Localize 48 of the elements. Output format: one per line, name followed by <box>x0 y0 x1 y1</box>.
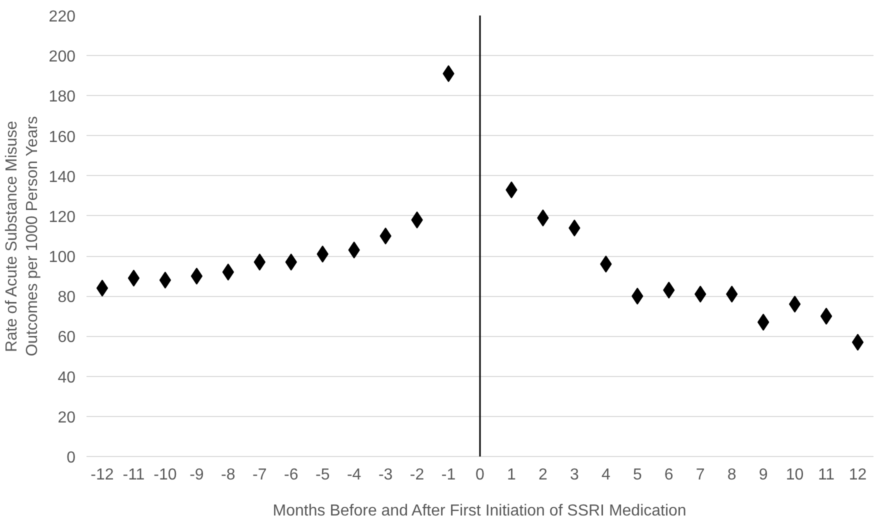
y-tick-label: 160 <box>48 128 76 146</box>
point <box>788 296 801 313</box>
x-tick-label: 4 <box>601 466 610 484</box>
x-tick-label: 1 <box>507 466 516 484</box>
x-axis-title: Months Before and After First Initiation of SSRI Medication <box>272 502 686 520</box>
x-tick-label: 12 <box>848 466 867 484</box>
x-tick-label: -8 <box>221 466 236 484</box>
y-tick-label: 140 <box>48 168 76 186</box>
y-tick-label: 0 <box>66 450 76 466</box>
point <box>820 308 832 325</box>
x-tick-label: -2 <box>410 466 424 484</box>
x-tick-label: 10 <box>786 466 804 484</box>
y-tick-label: 220 <box>48 8 76 26</box>
x-tick-label: -12 <box>90 466 114 484</box>
x-tick-label: 8 <box>727 466 736 484</box>
x-tick-label: 6 <box>664 466 674 484</box>
x-tick-label: -6 <box>284 466 298 484</box>
x-tick-label: -5 <box>315 466 330 484</box>
y-tick-label: 60 <box>58 329 76 346</box>
point <box>852 334 864 351</box>
y-tick-label: 120 <box>48 208 76 226</box>
x-tick-label: -7 <box>252 466 267 484</box>
y-tick-label: 180 <box>48 88 76 106</box>
point <box>96 280 108 297</box>
x-tick-label: 0 <box>476 466 485 484</box>
point <box>159 272 172 289</box>
y-tick-label: 80 <box>58 289 76 306</box>
x-tick-label: -3 <box>378 466 393 484</box>
y-tick-label: 200 <box>48 48 76 66</box>
y-tick-label: 40 <box>58 369 76 386</box>
point <box>380 228 392 244</box>
x-tick-label: 11 <box>818 466 835 484</box>
x-tick-label: -11 <box>122 466 145 484</box>
x-tick-label: -10 <box>154 466 177 484</box>
x-tick-label: 5 <box>632 466 642 484</box>
x-tick-label: -4 <box>346 466 362 484</box>
x-tick-label: 7 <box>696 466 705 484</box>
y-axis-title: Rate of Acute Substance Misuse Outcomes per 1000 Person Years <box>3 116 41 356</box>
x-tick-label: 3 <box>570 466 579 484</box>
point <box>757 314 770 331</box>
x-tick-label: -9 <box>190 466 204 484</box>
x-tick-label: -1 <box>441 466 456 484</box>
x-tick-label: 2 <box>538 466 548 484</box>
y-tick-label: 100 <box>48 249 76 266</box>
point <box>128 270 140 287</box>
x-tick-label: 9 <box>758 466 768 484</box>
point <box>190 268 203 285</box>
y-tick-label: 20 <box>58 409 76 426</box>
